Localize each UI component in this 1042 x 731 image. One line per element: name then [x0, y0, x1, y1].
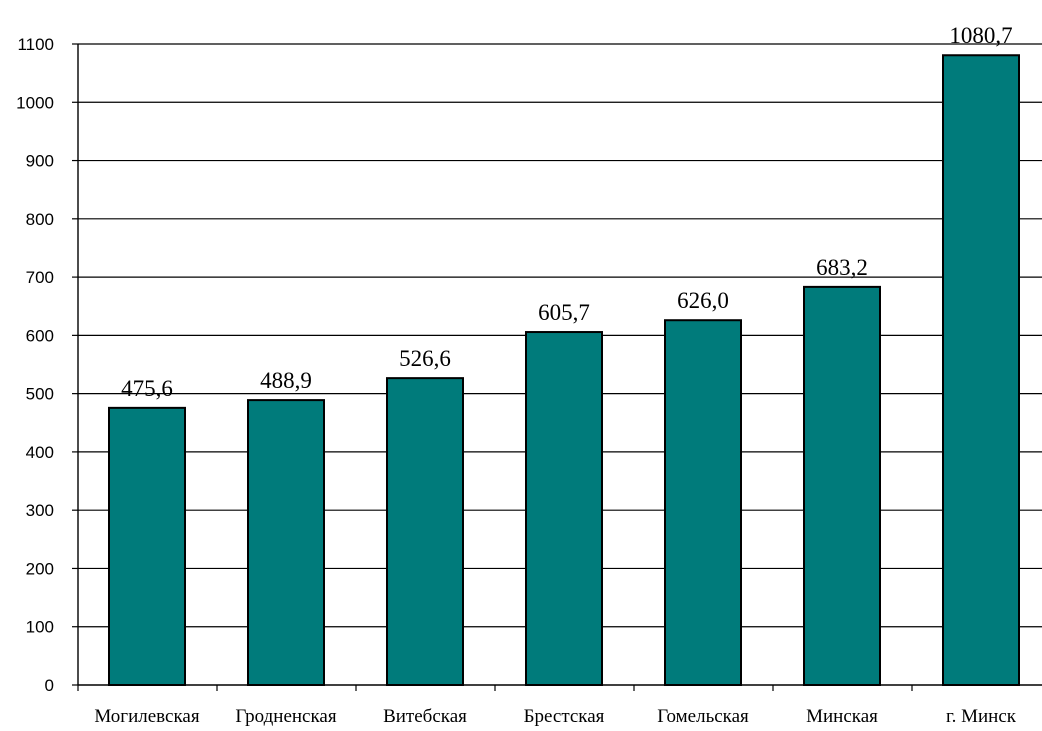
y-tick-label: 0 — [45, 676, 54, 695]
x-axis-tick-labels: Могилевская Гродненская Витебская Брестская… — [94, 706, 1016, 727]
bars — [108, 54, 1020, 686]
axes — [72, 43, 1042, 691]
bar — [942, 54, 1020, 686]
y-tick-label: 200 — [26, 559, 54, 578]
data-label: 626,0 — [677, 288, 729, 313]
y-tick-label: 300 — [26, 501, 54, 520]
bar — [803, 285, 881, 686]
y-tick-label: 1100 — [17, 35, 54, 54]
x-tick-label: Гродненская — [235, 706, 336, 727]
y-tick-label: 500 — [26, 385, 54, 404]
data-labels: 475,6 488,9 526,6 605,7 626,0 683,2 1080,7 — [121, 23, 1013, 401]
y-tick-label: 100 — [26, 618, 54, 637]
y-tick-label: 900 — [26, 152, 54, 171]
y-tick-label: 1000 — [16, 93, 54, 112]
data-label: 683,2 — [816, 255, 868, 280]
data-label: 488,9 — [260, 368, 312, 393]
data-label: 605,7 — [538, 300, 590, 325]
data-label: 526,6 — [399, 346, 451, 371]
y-tick-label: 700 — [26, 268, 54, 287]
bar — [664, 319, 742, 686]
data-label: 1080,7 — [949, 23, 1012, 48]
bar — [525, 331, 603, 686]
y-axis-tick-labels: 0 100 200 300 400 500 600 700 800 900 1000 1100 — [16, 35, 54, 695]
x-tick-label: Гомельская — [657, 706, 749, 727]
x-tick-label: г. Минск — [946, 706, 1017, 727]
x-tick-label: Минская — [806, 706, 878, 727]
y-tick-label: 600 — [26, 326, 54, 345]
x-tick-label: Витебская — [383, 706, 467, 727]
x-tick-label: Могилевская — [94, 706, 199, 727]
data-label: 475,6 — [121, 376, 173, 401]
bar — [247, 399, 325, 686]
y-tick-label: 400 — [26, 443, 54, 462]
y-tick-label: 800 — [26, 210, 54, 229]
bar — [108, 406, 186, 686]
x-tick-label: Брестская — [524, 706, 605, 727]
bar — [386, 377, 464, 686]
